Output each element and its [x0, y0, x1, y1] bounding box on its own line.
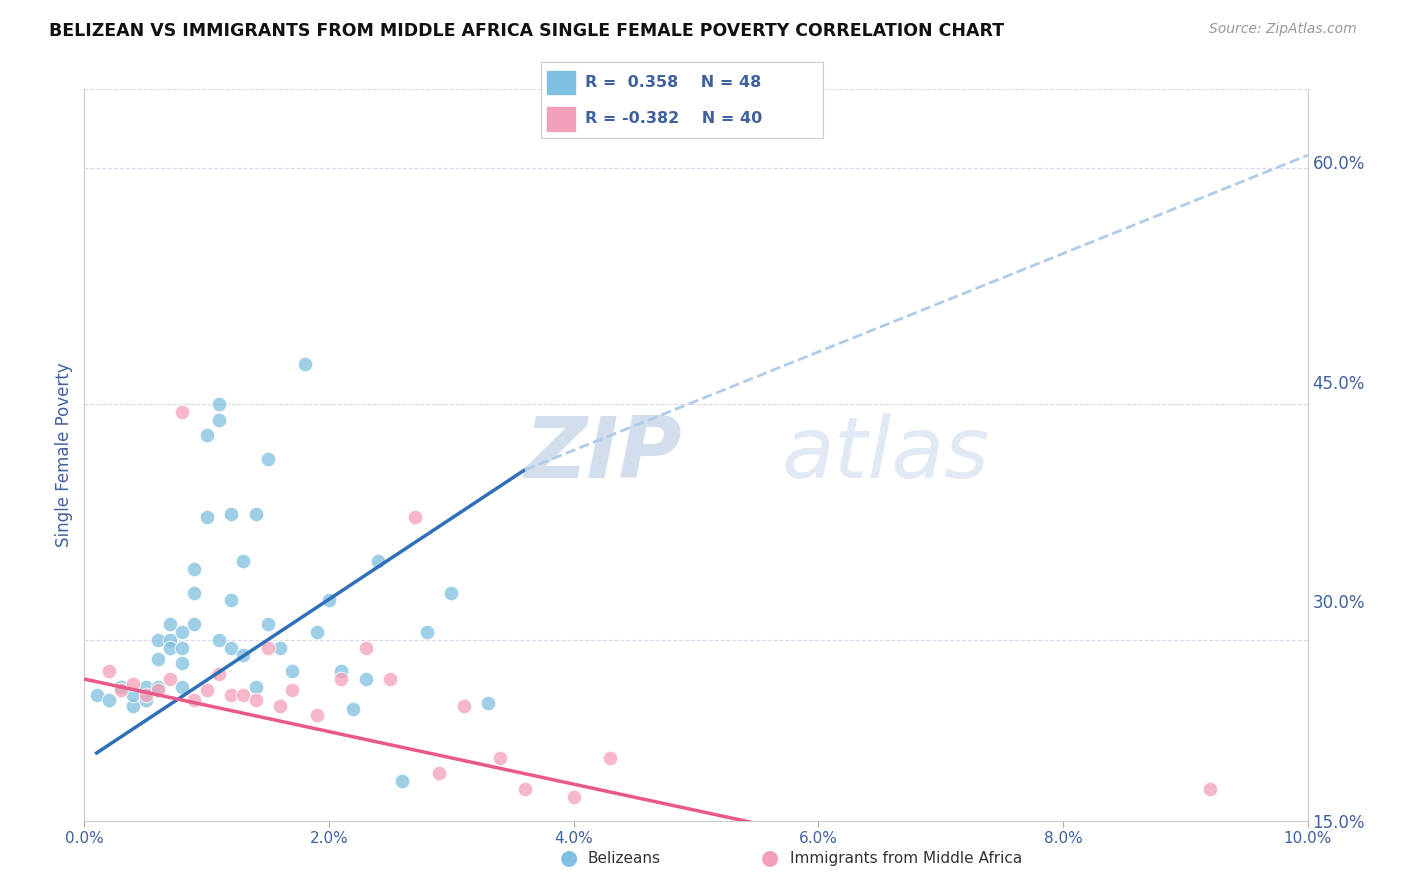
Point: [135, 688, 157, 702]
Point: [1076, 845, 1098, 859]
Point: [257, 617, 280, 632]
Point: [232, 688, 254, 702]
Point: [477, 696, 499, 710]
Point: [208, 397, 231, 411]
Point: [440, 585, 463, 599]
Point: [513, 782, 536, 797]
Point: [172, 680, 194, 694]
Point: [354, 640, 377, 655]
Point: [489, 750, 512, 764]
Point: [172, 657, 194, 671]
Point: [159, 632, 181, 647]
Point: [97, 664, 120, 678]
Point: [195, 510, 218, 524]
Point: [734, 834, 756, 848]
Point: [513, 853, 536, 867]
Point: [354, 672, 377, 686]
Point: [404, 510, 426, 524]
Point: [562, 790, 585, 805]
Point: [122, 688, 145, 702]
Point: [232, 554, 254, 568]
Point: [183, 692, 205, 706]
Point: [281, 683, 304, 698]
Point: [183, 562, 205, 576]
Point: [146, 651, 169, 665]
Point: [269, 698, 291, 713]
Point: [318, 593, 340, 607]
FancyBboxPatch shape: [546, 106, 576, 132]
Text: ●: ●: [561, 848, 578, 868]
Point: [195, 683, 218, 698]
Point: [183, 585, 205, 599]
Point: [269, 640, 291, 655]
Point: [219, 640, 242, 655]
Point: [110, 683, 132, 698]
Point: [427, 766, 450, 780]
Point: [135, 680, 157, 694]
Point: [110, 680, 132, 694]
Point: [599, 750, 621, 764]
Text: ●: ●: [762, 848, 779, 868]
Point: [257, 640, 280, 655]
Point: [685, 856, 707, 871]
Point: [146, 680, 169, 694]
Point: [305, 624, 328, 639]
Point: [208, 667, 231, 681]
Point: [146, 683, 169, 698]
Text: R =  0.358    N = 48: R = 0.358 N = 48: [585, 75, 761, 90]
Text: Immigrants from Middle Africa: Immigrants from Middle Africa: [790, 851, 1022, 865]
Point: [159, 617, 181, 632]
Point: [257, 451, 280, 466]
Point: [636, 847, 658, 861]
Point: [146, 632, 169, 647]
Text: R = -0.382    N = 40: R = -0.382 N = 40: [585, 111, 762, 126]
Point: [97, 692, 120, 706]
Text: Belizeans: Belizeans: [588, 851, 661, 865]
Point: [330, 664, 353, 678]
Point: [208, 412, 231, 426]
Point: [1198, 782, 1220, 797]
Point: [159, 672, 181, 686]
Text: ZIP: ZIP: [524, 413, 682, 497]
Point: [294, 358, 316, 372]
Point: [281, 664, 304, 678]
Point: [172, 405, 194, 419]
Point: [159, 640, 181, 655]
Point: [453, 698, 475, 713]
Point: [305, 708, 328, 723]
Point: [245, 680, 267, 694]
Point: [219, 593, 242, 607]
Text: atlas: atlas: [782, 413, 990, 497]
Point: [208, 632, 231, 647]
Point: [342, 702, 364, 716]
Point: [135, 692, 157, 706]
Point: [905, 888, 928, 892]
Point: [391, 774, 413, 789]
Point: [416, 624, 439, 639]
Text: Source: ZipAtlas.com: Source: ZipAtlas.com: [1209, 22, 1357, 37]
Point: [232, 648, 254, 663]
Text: BELIZEAN VS IMMIGRANTS FROM MIDDLE AFRICA SINGLE FEMALE POVERTY CORRELATION CHAR: BELIZEAN VS IMMIGRANTS FROM MIDDLE AFRIC…: [49, 22, 1004, 40]
Point: [219, 507, 242, 521]
Point: [1150, 861, 1173, 875]
Point: [245, 692, 267, 706]
Point: [172, 624, 194, 639]
Point: [330, 672, 353, 686]
FancyBboxPatch shape: [546, 70, 576, 95]
Point: [86, 688, 108, 702]
Point: [807, 861, 830, 875]
Point: [122, 698, 145, 713]
Y-axis label: Single Female Poverty: Single Female Poverty: [55, 363, 73, 547]
Point: [122, 677, 145, 691]
Point: [245, 507, 267, 521]
Point: [367, 554, 389, 568]
Point: [380, 672, 402, 686]
Point: [172, 640, 194, 655]
Point: [195, 428, 218, 442]
Point: [183, 617, 205, 632]
Point: [219, 688, 242, 702]
